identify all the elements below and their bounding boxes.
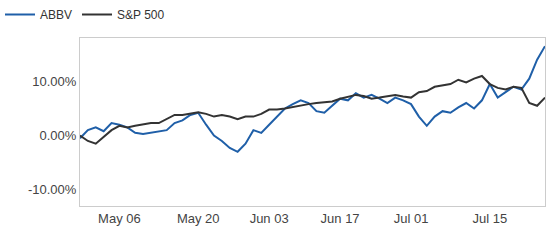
svg-text:Jul 15: Jul 15 bbox=[472, 211, 507, 226]
svg-text:May 06: May 06 bbox=[98, 211, 141, 226]
svg-text:Jun 03: Jun 03 bbox=[250, 211, 289, 226]
svg-text:0.00%: 0.00% bbox=[40, 128, 77, 143]
svg-text:May 20: May 20 bbox=[177, 211, 220, 226]
svg-text:Jul 01: Jul 01 bbox=[394, 211, 429, 226]
svg-text:ABBV: ABBV bbox=[40, 8, 72, 22]
svg-text:Jun 17: Jun 17 bbox=[321, 211, 360, 226]
svg-text:10.00%: 10.00% bbox=[32, 74, 77, 89]
svg-text:S&P 500: S&P 500 bbox=[117, 8, 164, 22]
svg-text:-10.00%: -10.00% bbox=[28, 182, 77, 197]
